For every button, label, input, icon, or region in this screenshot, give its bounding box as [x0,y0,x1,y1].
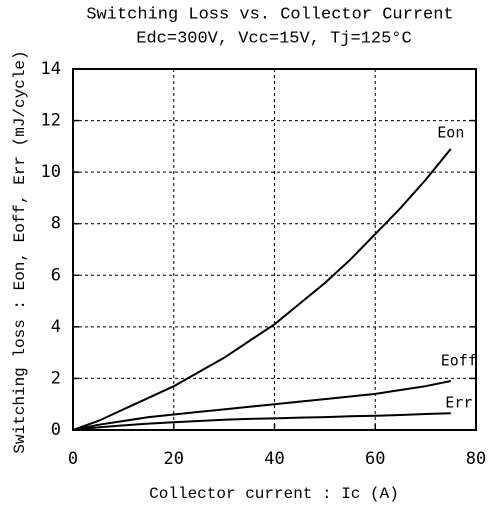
series-line [72,412,451,431]
y-tick-label: 6 [51,265,61,285]
x-tick-label: 0 [68,449,78,469]
y-tick-label: 2 [51,368,61,388]
y-tick-label: 10 [41,162,61,182]
x-tick-label: 40 [264,449,284,469]
series-label: Eon [437,123,464,141]
x-tick-label: 80 [466,449,486,469]
chart-subtitle: Edc=300V, Vcc=15V, Tj=125°C [136,29,411,48]
x-tick-label: 20 [164,449,184,469]
y-tick-label: 12 [41,111,61,131]
series-label: Eoff [441,352,477,370]
y-tick-label: 14 [41,59,61,79]
x-axis-label: Collector current : Ic (A) [149,485,399,503]
y-tick-label: 8 [51,214,61,234]
y-axis-label: Switching loss : Eon, Eoff, Err (mJ/cycl… [11,50,29,453]
series-line [72,148,452,431]
y-tick-label: 4 [51,317,61,337]
series-line [72,380,452,431]
chart-title: Switching Loss vs. Collector Current [86,5,453,24]
x-tick-label: 60 [365,449,385,469]
y-tick-label: 0 [51,420,61,440]
plot-frame [72,68,477,431]
series-label: Err [445,394,472,412]
